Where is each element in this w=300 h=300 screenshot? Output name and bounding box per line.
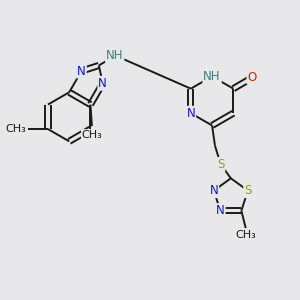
Text: N: N [216, 204, 225, 217]
Text: N: N [209, 184, 218, 197]
Text: N: N [77, 64, 86, 77]
Text: CH₃: CH₃ [82, 130, 102, 140]
Text: NH: NH [203, 70, 221, 83]
Text: S: S [244, 184, 251, 197]
Text: O: O [248, 70, 257, 84]
Text: CH₃: CH₃ [235, 230, 256, 240]
Text: N: N [187, 107, 195, 120]
Text: N: N [98, 77, 107, 90]
Text: CH₃: CH₃ [6, 124, 26, 134]
Text: NH: NH [106, 49, 124, 62]
Text: S: S [217, 158, 224, 171]
